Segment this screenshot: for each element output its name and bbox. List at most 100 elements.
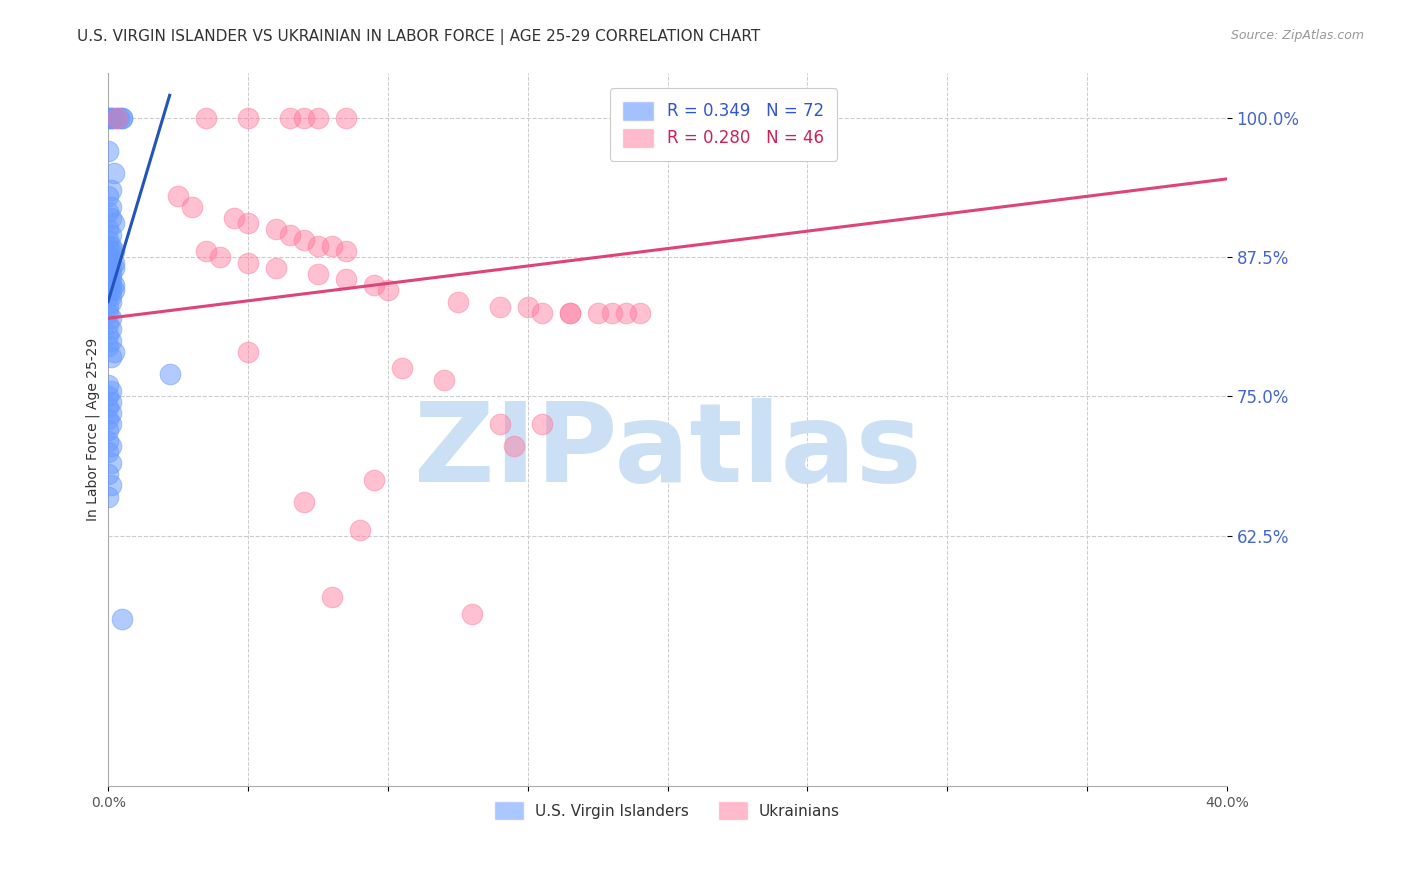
Point xyxy=(97,111,120,125)
Point xyxy=(167,188,190,202)
Point xyxy=(97,401,120,415)
Point xyxy=(97,144,120,158)
Point xyxy=(530,417,553,432)
Point xyxy=(195,111,218,125)
Point xyxy=(278,227,301,242)
Point xyxy=(97,239,120,253)
Point xyxy=(100,183,122,197)
Point xyxy=(103,255,125,269)
Point xyxy=(614,306,637,320)
Point xyxy=(100,244,122,259)
Point xyxy=(97,328,120,343)
Point xyxy=(159,367,181,381)
Point xyxy=(103,261,125,276)
Point xyxy=(558,306,581,320)
Point xyxy=(100,211,122,225)
Point xyxy=(97,434,120,448)
Point xyxy=(208,250,231,264)
Point xyxy=(100,261,122,276)
Point xyxy=(97,289,120,303)
Point xyxy=(100,227,122,242)
Point xyxy=(335,272,357,286)
Point xyxy=(321,590,343,604)
Point xyxy=(292,495,315,509)
Point xyxy=(530,306,553,320)
Point xyxy=(100,294,122,309)
Point xyxy=(558,306,581,320)
Point xyxy=(100,250,122,264)
Point xyxy=(103,284,125,298)
Point xyxy=(100,395,122,409)
Point xyxy=(103,166,125,180)
Point xyxy=(97,267,120,281)
Point xyxy=(502,440,524,454)
Point xyxy=(349,523,371,537)
Point xyxy=(97,490,120,504)
Text: ZIPatlas: ZIPatlas xyxy=(413,398,921,505)
Point xyxy=(108,111,131,125)
Point xyxy=(335,111,357,125)
Point xyxy=(111,111,134,125)
Point xyxy=(278,111,301,125)
Point xyxy=(433,373,456,387)
Point xyxy=(100,351,122,365)
Point xyxy=(111,612,134,626)
Y-axis label: In Labor Force | Age 25-29: In Labor Force | Age 25-29 xyxy=(86,338,100,521)
Point xyxy=(488,300,510,314)
Point xyxy=(100,384,122,398)
Point xyxy=(195,244,218,259)
Point xyxy=(628,306,651,320)
Point xyxy=(97,111,120,125)
Point xyxy=(292,233,315,247)
Point xyxy=(100,111,122,125)
Point xyxy=(103,244,125,259)
Point xyxy=(264,222,287,236)
Point xyxy=(307,239,329,253)
Point xyxy=(236,344,259,359)
Point xyxy=(100,334,122,348)
Point xyxy=(97,467,120,482)
Point xyxy=(97,205,120,219)
Point xyxy=(100,311,122,326)
Point xyxy=(103,344,125,359)
Point xyxy=(100,272,122,286)
Legend: U.S. Virgin Islanders, Ukrainians: U.S. Virgin Islanders, Ukrainians xyxy=(489,797,846,825)
Point xyxy=(292,111,315,125)
Point xyxy=(100,111,122,125)
Point xyxy=(100,267,122,281)
Point xyxy=(103,217,125,231)
Point xyxy=(100,417,122,432)
Point xyxy=(321,239,343,253)
Point xyxy=(586,306,609,320)
Point xyxy=(97,255,120,269)
Point xyxy=(97,445,120,459)
Point xyxy=(100,456,122,470)
Point xyxy=(447,294,470,309)
Point xyxy=(97,378,120,392)
Point xyxy=(97,411,120,425)
Point xyxy=(222,211,245,225)
Point xyxy=(307,267,329,281)
Point xyxy=(97,188,120,202)
Point xyxy=(100,322,122,336)
Point xyxy=(100,239,122,253)
Point xyxy=(461,607,484,621)
Point xyxy=(363,473,385,487)
Point xyxy=(111,111,134,125)
Point xyxy=(97,306,120,320)
Text: Source: ZipAtlas.com: Source: ZipAtlas.com xyxy=(1230,29,1364,42)
Point xyxy=(600,306,623,320)
Point xyxy=(236,255,259,269)
Point xyxy=(97,300,120,314)
Point xyxy=(100,406,122,420)
Point xyxy=(103,111,125,125)
Point xyxy=(377,284,399,298)
Point xyxy=(97,222,120,236)
Point xyxy=(264,261,287,276)
Point xyxy=(97,272,120,286)
Point xyxy=(97,284,120,298)
Text: U.S. VIRGIN ISLANDER VS UKRAINIAN IN LABOR FORCE | AGE 25-29 CORRELATION CHART: U.S. VIRGIN ISLANDER VS UKRAINIAN IN LAB… xyxy=(77,29,761,45)
Point xyxy=(105,111,128,125)
Point xyxy=(335,244,357,259)
Point xyxy=(488,417,510,432)
